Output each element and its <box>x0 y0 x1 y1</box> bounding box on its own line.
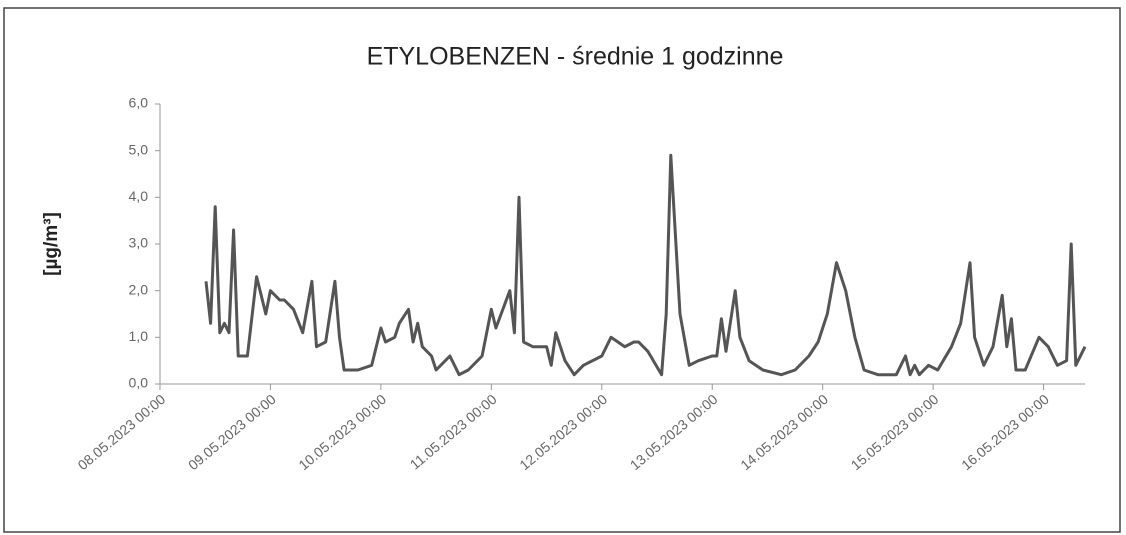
chart-frame <box>3 7 1121 533</box>
data-line <box>204 153 1087 377</box>
x-tick-label: 13.05.2023 00:00 <box>627 391 721 473</box>
x-tick-label: 16.05.2023 00:00 <box>958 391 1052 473</box>
chart-title: ETYLOBENZEN - średnie 1 godzinne <box>367 43 784 71</box>
y-tick-label: 4,0 <box>129 188 149 204</box>
x-tick-label: 15.05.2023 00:00 <box>848 391 942 473</box>
x-tick-label: 12.05.2023 00:00 <box>516 391 610 473</box>
y-tick-label: 5,0 <box>129 141 149 157</box>
y-tick-label: 3,0 <box>129 235 149 251</box>
x-tick-label: 08.05.2023 00:00 <box>75 391 169 473</box>
x-tick-label: 14.05.2023 00:00 <box>737 391 831 473</box>
y-tick-label: 2,0 <box>129 281 149 297</box>
y-tick-label: 1,0 <box>129 328 149 344</box>
y-tick-label: 0,0 <box>129 375 149 391</box>
x-tick-label: 10.05.2023 00:00 <box>295 391 389 473</box>
y-axis-label: [µg/m³] <box>41 212 62 276</box>
y-tick-label: 6,0 <box>129 95 149 111</box>
x-tick-label: 09.05.2023 00:00 <box>185 391 279 473</box>
x-tick-label: 11.05.2023 00:00 <box>407 391 500 473</box>
